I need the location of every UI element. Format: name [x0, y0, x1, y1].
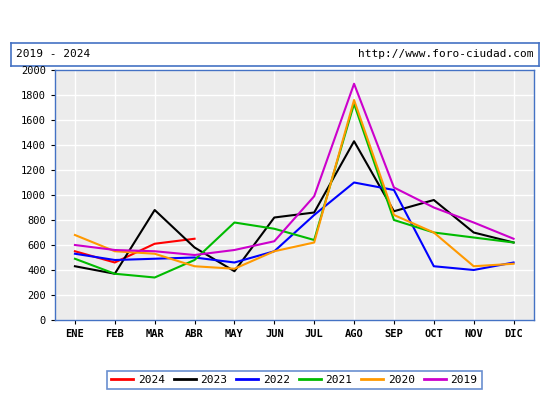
Legend: 2024, 2023, 2022, 2021, 2020, 2019: 2024, 2023, 2022, 2021, 2020, 2019: [107, 370, 482, 390]
Text: Evolucion Nº Turistas Extranjeros en el municipio de Vilvestre: Evolucion Nº Turistas Extranjeros en el …: [4, 12, 546, 30]
Text: 2019 - 2024: 2019 - 2024: [16, 49, 91, 59]
Text: http://www.foro-ciudad.com: http://www.foro-ciudad.com: [358, 49, 534, 59]
